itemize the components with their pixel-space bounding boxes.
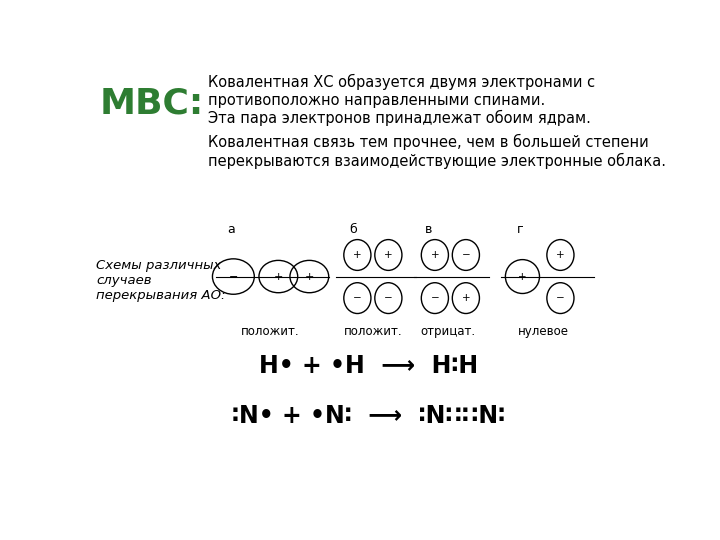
Text: +: + xyxy=(384,250,392,260)
Text: −: − xyxy=(353,293,361,303)
Text: МВС:: МВС: xyxy=(99,86,204,120)
Text: +: + xyxy=(353,250,361,260)
Text: −: − xyxy=(431,293,439,303)
Text: Схемы различных
случаев
перекрывания АО:: Схемы различных случаев перекрывания АО: xyxy=(96,259,225,302)
Text: H• + •H  ⟶  H∶H: H• + •H ⟶ H∶H xyxy=(259,354,479,377)
Text: −: − xyxy=(229,272,238,281)
Text: −: − xyxy=(462,250,470,260)
Text: −: − xyxy=(384,293,392,303)
Text: отрицат.: отрицат. xyxy=(420,325,476,338)
Text: +: + xyxy=(431,250,439,260)
Text: Ковалентная связь тем прочнее, чем в большей степени
перекрываются взаимодейству: Ковалентная связь тем прочнее, чем в бол… xyxy=(208,134,666,169)
Text: а: а xyxy=(228,222,235,236)
Text: +: + xyxy=(274,272,283,281)
Text: +: + xyxy=(556,250,564,260)
Text: б: б xyxy=(350,222,357,236)
Text: в: в xyxy=(425,222,433,236)
Text: +: + xyxy=(305,272,314,281)
Text: Ковалентная ХС образуется двумя электронами с
противоположно направленными спина: Ковалентная ХС образуется двумя электрон… xyxy=(208,74,595,126)
Text: положит.: положит. xyxy=(343,325,402,338)
Text: г: г xyxy=(517,222,523,236)
Text: нулевое: нулевое xyxy=(518,325,569,338)
Text: +: + xyxy=(518,272,527,281)
Text: положит.: положит. xyxy=(240,325,299,338)
Text: −: − xyxy=(556,293,564,303)
Text: +: + xyxy=(462,293,470,303)
Text: ∶N• + •N∶  ⟶  ∶N∷∷N∶: ∶N• + •N∶ ⟶ ∶N∷∷N∶ xyxy=(233,403,505,428)
